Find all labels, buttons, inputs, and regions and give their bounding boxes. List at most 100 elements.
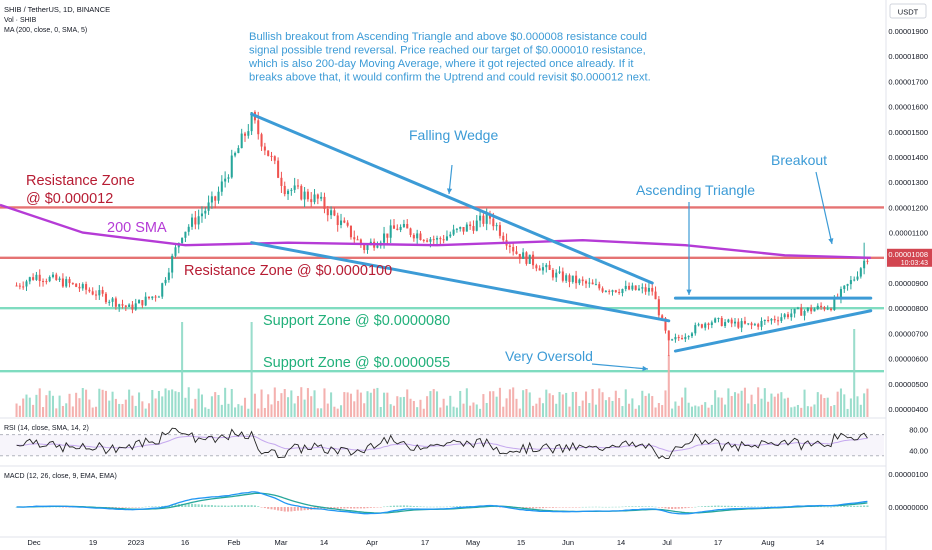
volume-bar xyxy=(654,407,657,417)
candle-body xyxy=(694,325,697,334)
currency-button[interactable] xyxy=(889,3,927,19)
macd-line xyxy=(16,491,868,515)
candle-body xyxy=(475,220,478,231)
candle-body xyxy=(618,292,621,294)
candle-body xyxy=(303,191,306,200)
candle-body xyxy=(91,291,94,295)
volume-bar xyxy=(525,388,528,417)
volume-bar xyxy=(330,392,333,417)
volume-bar xyxy=(849,398,852,417)
macd-histogram-bar xyxy=(207,504,210,507)
volume-bar xyxy=(68,393,71,417)
volume-bar xyxy=(628,403,631,417)
wedge-upper-line xyxy=(250,112,654,285)
candle-body xyxy=(247,131,250,136)
volume-bar xyxy=(141,401,144,417)
volume-bar xyxy=(816,392,819,417)
candle-body xyxy=(455,228,458,230)
candle-body xyxy=(664,318,667,331)
macd-histogram-bar xyxy=(820,506,823,508)
volume-bar xyxy=(465,388,468,417)
macd-histogram-bar xyxy=(283,507,286,512)
volume-bar xyxy=(412,400,415,417)
volume-bar xyxy=(270,404,273,417)
time-tick-label: Apr xyxy=(366,538,378,547)
volume-bar xyxy=(32,404,35,417)
candle-body xyxy=(462,227,465,232)
macd-histogram-bar xyxy=(677,507,680,509)
candle-body xyxy=(25,281,28,287)
volume-bar xyxy=(187,387,190,417)
candle-body xyxy=(624,285,627,290)
macd-histogram-bar xyxy=(366,507,369,509)
volume-bar xyxy=(770,393,773,417)
volume-bar xyxy=(25,394,28,417)
candle-body xyxy=(687,336,690,338)
price-tick-label: 0.00001700 xyxy=(888,77,928,86)
candle-body xyxy=(611,290,614,292)
candle-body xyxy=(743,321,746,324)
volume-bar xyxy=(128,389,131,417)
price-tick-label: 0.00001800 xyxy=(888,52,928,61)
volume-bar xyxy=(439,407,442,417)
volume-bar xyxy=(320,408,323,417)
volume-bar xyxy=(184,397,187,417)
candle-body xyxy=(78,286,81,289)
candle-body xyxy=(287,190,290,195)
macd-histogram-bar xyxy=(55,506,58,508)
macd-histogram-bar xyxy=(253,505,256,507)
candle-body xyxy=(479,215,482,221)
macd-histogram-bar xyxy=(767,506,770,507)
macd-histogram-bar xyxy=(674,507,677,509)
volume-bar xyxy=(273,387,276,417)
candle-body xyxy=(826,308,829,310)
candle-body xyxy=(445,236,448,241)
volume-bar xyxy=(568,406,571,417)
volume-bar xyxy=(800,407,803,417)
volume-bar xyxy=(452,406,455,417)
candle-body xyxy=(628,285,631,290)
candle-body xyxy=(114,298,117,307)
volume-bar xyxy=(581,400,584,417)
candle-body xyxy=(48,277,51,282)
volume-bar xyxy=(618,397,621,417)
candle-body xyxy=(326,208,329,216)
candle-body xyxy=(263,146,266,151)
candle-body xyxy=(853,279,856,281)
macd-histogram-bar xyxy=(210,505,213,507)
candle-body xyxy=(518,253,521,259)
volume-bar xyxy=(42,407,45,417)
volume-bar xyxy=(681,397,684,417)
macd-histogram-bar xyxy=(548,507,551,508)
macd-histogram-bar xyxy=(637,506,641,507)
macd-histogram-bar xyxy=(15,507,18,508)
macd-histogram-bar xyxy=(714,505,717,507)
candle-body xyxy=(806,307,809,311)
macd-histogram-bar xyxy=(379,507,382,508)
candle-body xyxy=(363,244,366,250)
volume-bar xyxy=(108,400,111,417)
candle-body xyxy=(134,303,137,310)
volume-bar xyxy=(790,407,793,417)
macd-histogram-bar xyxy=(724,505,727,507)
candle-body xyxy=(210,196,213,203)
macd-histogram-bar xyxy=(349,507,352,509)
macd-histogram-bar xyxy=(356,507,359,509)
macd-histogram-bar xyxy=(575,507,578,508)
time-tick-label: 15 xyxy=(517,538,525,547)
volume-bar xyxy=(98,388,101,417)
volume-bar xyxy=(131,395,134,417)
macd-histogram-bar xyxy=(826,506,829,508)
macd-histogram-bar xyxy=(561,507,564,508)
volume-bar xyxy=(121,404,124,417)
volume-bar xyxy=(250,322,253,417)
volume-bar xyxy=(637,405,641,417)
candle-body xyxy=(436,238,439,240)
candle-body xyxy=(661,315,664,319)
candle-body xyxy=(61,278,64,287)
candle-body xyxy=(426,240,429,242)
volume-bar xyxy=(720,397,723,417)
candle-body xyxy=(429,239,432,242)
volume-bar xyxy=(707,407,710,417)
